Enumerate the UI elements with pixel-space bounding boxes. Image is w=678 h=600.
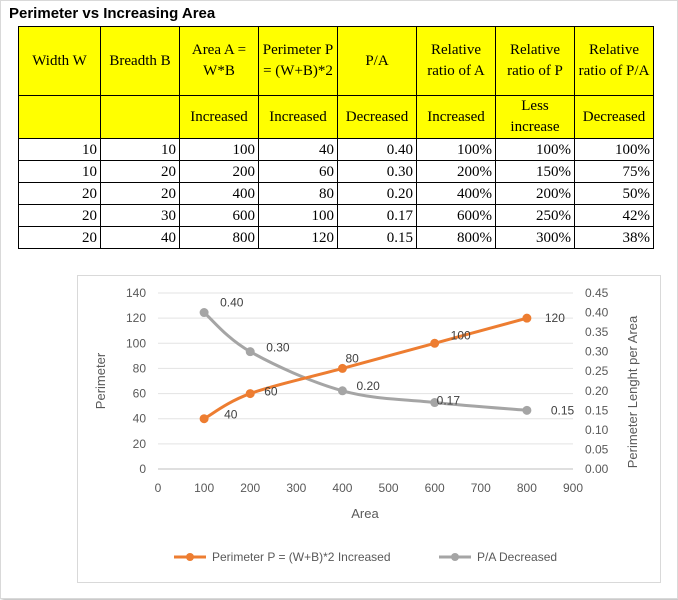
table-cell: 10 [100, 138, 180, 161]
data-point [245, 389, 255, 399]
trend-cell: Decreased [337, 95, 417, 139]
data-label: 0.17 [437, 394, 461, 408]
trend-cell [100, 95, 180, 139]
x-tick-label: 0 [155, 481, 162, 495]
table-body: 10 10 100 40 0.40 100% 100% 100% 10 20 200 60 0.30 20… [18, 138, 654, 249]
y2-tick-label: 0.05 [585, 442, 609, 456]
y2-tick-label: 0.40 [585, 306, 609, 320]
y-tick-label: 100 [126, 336, 146, 350]
table-cell: 120 [258, 226, 338, 249]
x-tick-label: 400 [332, 481, 352, 495]
trend-cell: Less increase [495, 95, 575, 139]
y2-tick-label: 0.20 [585, 384, 609, 398]
y2-axis-title: Perimeter Lenght per Area [625, 315, 640, 468]
y-tick-label: 60 [133, 387, 147, 401]
data-label: 100 [451, 328, 471, 342]
chart-area [77, 275, 661, 583]
table-row: 10 20 200 60 0.30 200% 150% 75% [18, 160, 654, 183]
y-tick-label: 140 [126, 286, 146, 300]
table-cell: 600 [179, 204, 259, 227]
data-table: Width W Breadth B Area A = W*B Perimeter P … [18, 26, 654, 249]
x-tick-label: 100 [194, 481, 214, 495]
y-tick-label: 0 [139, 462, 146, 476]
y2-tick-label: 0.25 [585, 364, 609, 378]
data-point [430, 398, 440, 408]
table-row: 10 10 100 40 0.40 100% 100% 100% [18, 138, 654, 161]
y2-tick-label: 0.35 [585, 325, 609, 339]
x-tick-label: 800 [517, 481, 537, 495]
data-point [522, 405, 532, 415]
x-tick-label: 300 [286, 481, 306, 495]
table-cell: 400 [179, 182, 259, 205]
y-tick-label: 20 [133, 437, 147, 451]
table-row: 20 40 800 120 0.15 800% 300% 38% [18, 226, 654, 249]
table-cell: 20 [18, 226, 101, 249]
column-header: Relative ratio of P [495, 26, 575, 96]
trend-cell: Increased [179, 95, 259, 139]
data-point [522, 313, 532, 323]
y2-tick-label: 0.10 [585, 423, 609, 437]
data-point [245, 347, 255, 357]
x-tick-label: 200 [240, 481, 260, 495]
x-tick-label: 600 [425, 481, 445, 495]
column-header: Area A = W*B [179, 26, 259, 96]
legend-label: Perimeter P = (W+B)*2 Increased [212, 550, 391, 564]
table-cell: 38% [574, 226, 654, 249]
data-point [430, 338, 440, 348]
table-trend-row: Increased Increased Decreased Increased Less… [18, 95, 654, 139]
y-tick-label: 120 [126, 311, 146, 325]
x-tick-label: 900 [563, 481, 583, 495]
table-header-row: Width W Breadth B Area A = W*B Perimeter P … [18, 26, 654, 96]
y2-tick-label: 0.00 [585, 462, 609, 476]
data-point [337, 363, 347, 373]
data-label: 40 [224, 408, 238, 422]
column-header: Breadth B [100, 26, 180, 96]
y2-tick-label: 0.30 [585, 345, 609, 359]
y-axis-title: Perimeter [93, 352, 108, 409]
table-cell: 100 [258, 204, 338, 227]
table-cell: 150% [495, 160, 575, 183]
data-label: 120 [545, 311, 565, 325]
x-tick-label: 500 [379, 481, 399, 495]
x-axis-title: Area [351, 506, 379, 521]
table-cell: 600% [416, 204, 496, 227]
data-point [199, 414, 209, 424]
table-cell: 40 [100, 226, 180, 249]
legend-marker [451, 553, 459, 561]
column-header: Perimeter P = (W+B)*2 [258, 26, 338, 96]
data-label: 60 [264, 385, 278, 399]
data-label: 0.15 [551, 403, 575, 417]
x-tick-label: 700 [471, 481, 491, 495]
table-cell: 0.15 [337, 226, 417, 249]
page-title: Perimeter vs Increasing Area [9, 5, 216, 22]
y-tick-label: 80 [133, 361, 147, 375]
legend-marker [186, 553, 194, 561]
table-cell: 0.20 [337, 182, 417, 205]
data-label: 0.20 [356, 379, 380, 393]
table-row: 20 30 600 100 0.17 600% 250% 42% [18, 204, 654, 227]
data-label: 0.40 [220, 296, 244, 310]
table-cell: 300% [495, 226, 575, 249]
trend-cell: Increased [416, 95, 496, 139]
data-point [337, 386, 347, 396]
y2-tick-label: 0.45 [585, 286, 609, 300]
y2-tick-label: 0.15 [585, 403, 609, 417]
y-tick-label: 40 [133, 412, 147, 426]
table-cell: 0.40 [337, 138, 417, 161]
table-cell: 100% [495, 138, 575, 161]
table-cell: 0.17 [337, 204, 417, 227]
column-header: Relative ratio of A [416, 26, 496, 96]
data-label: 80 [345, 351, 359, 365]
data-point [199, 308, 209, 318]
column-header: Relative ratio of P/A [574, 26, 654, 96]
data-label: 0.30 [266, 341, 290, 355]
trend-cell [18, 95, 101, 139]
legend-label: P/A Decreased [477, 550, 557, 564]
